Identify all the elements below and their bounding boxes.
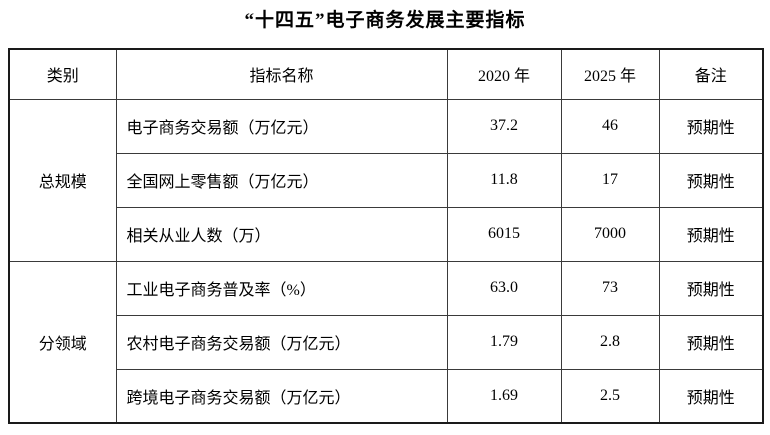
header-cell-2020: 2020 年 xyxy=(446,48,562,100)
indicator-name-cell: 全国网上零售额（万亿元） xyxy=(115,152,448,208)
note-cell: 预期性 xyxy=(658,98,764,154)
value-2025-cell: 7000 xyxy=(560,206,660,262)
indicator-name-cell: 跨境电子商务交易额（万亿元） xyxy=(115,368,448,424)
note-cell: 预期性 xyxy=(658,152,764,208)
value-2025-cell: 2.5 xyxy=(560,368,660,424)
category-cell-total-scale: 总规模 xyxy=(8,98,117,262)
indicator-name-cell: 农村电子商务交易额（万亿元） xyxy=(115,314,448,370)
value-2025-cell: 2.8 xyxy=(560,314,660,370)
table-row: 总规模 电子商务交易额（万亿元） 37.2 46 预期性 xyxy=(8,98,764,262)
value-2025-cell: 17 xyxy=(560,152,660,208)
header-row: 类别 指标名称 2020 年 2025 年 备注 xyxy=(8,48,764,100)
table-row: 分领域 工业电子商务普及率（%） 63.0 73 预期性 xyxy=(8,260,764,424)
table-row: 跨境电子商务交易额（万亿元） 1.69 2.5 预期性 xyxy=(9,368,764,424)
value-2020-cell: 37.2 xyxy=(446,98,562,154)
table-row: 农村电子商务交易额（万亿元） 1.79 2.8 预期性 xyxy=(9,314,764,370)
header-cell-2025: 2025 年 xyxy=(560,48,660,100)
page-title: “十四五”电子商务发展主要指标 xyxy=(244,10,526,31)
value-2025-cell: 73 xyxy=(560,260,660,316)
header-cell-note: 备注 xyxy=(658,48,764,100)
table-header: 类别 指标名称 2020 年 2025 年 备注 xyxy=(8,48,764,100)
indicators-table: 类别 指标名称 2020 年 2025 年 备注 总规模 电子商务交易额（万亿元… xyxy=(8,48,764,424)
page: “十四五”电子商务发展主要指标 类别 指标名称 2020 年 2025 年 备注… xyxy=(0,9,770,424)
note-cell: 预期性 xyxy=(658,206,764,262)
value-2020-cell: 11.8 xyxy=(446,152,562,208)
value-2020-cell: 63.0 xyxy=(446,260,562,316)
note-cell: 预期性 xyxy=(658,260,764,316)
table-body: 总规模 电子商务交易额（万亿元） 37.2 46 预期性 全国网上零售额（万亿元… xyxy=(8,98,764,424)
note-cell: 预期性 xyxy=(658,368,764,424)
header-cell-indicator-name: 指标名称 xyxy=(115,48,448,100)
indicator-name-cell: 工业电子商务普及率（%） xyxy=(115,260,448,316)
indicator-name-cell: 相关从业人数（万） xyxy=(115,206,448,262)
value-2020-cell: 6015 xyxy=(446,206,562,262)
value-2025-cell: 46 xyxy=(560,98,660,154)
value-2020-cell: 1.79 xyxy=(446,314,562,370)
value-2020-cell: 1.69 xyxy=(446,368,562,424)
table-row: 相关从业人数（万） 6015 7000 预期性 xyxy=(9,206,764,262)
note-cell: 预期性 xyxy=(658,314,764,370)
category-cell-sub-fields: 分领域 xyxy=(8,260,117,424)
table-row: 全国网上零售额（万亿元） 11.8 17 预期性 xyxy=(9,152,764,208)
header-cell-category: 类别 xyxy=(8,48,117,100)
indicator-name-cell: 电子商务交易额（万亿元） xyxy=(115,98,448,154)
